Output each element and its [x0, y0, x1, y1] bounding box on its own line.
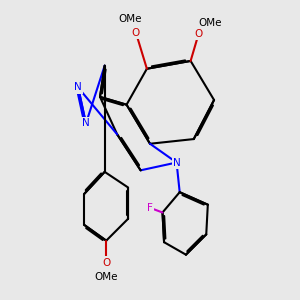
Text: N: N	[173, 158, 180, 167]
Text: F: F	[147, 203, 153, 213]
Text: N: N	[82, 118, 90, 128]
Text: O: O	[194, 29, 202, 39]
Text: OMe: OMe	[118, 14, 142, 24]
Text: N: N	[74, 82, 82, 92]
Text: OMe: OMe	[94, 272, 118, 282]
Text: O: O	[132, 28, 140, 38]
Text: OMe: OMe	[198, 18, 221, 28]
Text: O: O	[102, 257, 110, 268]
